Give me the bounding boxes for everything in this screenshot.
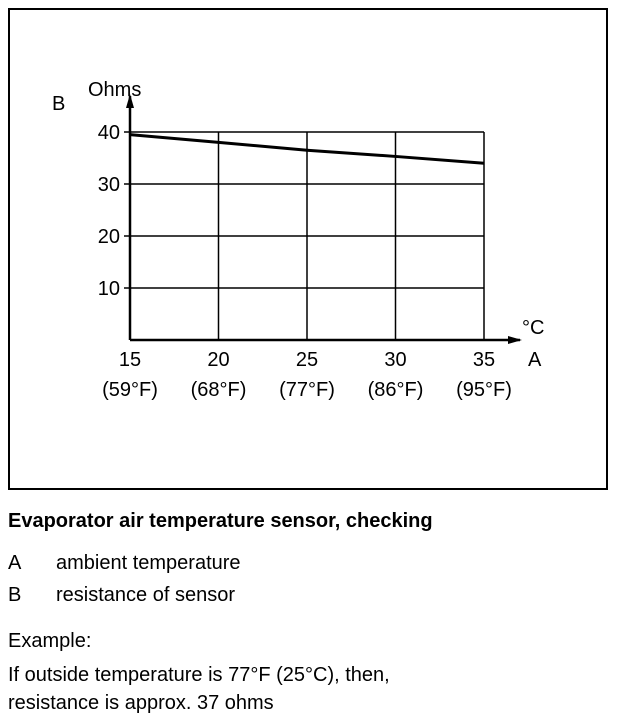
x-tick-label: 30 (384, 349, 406, 371)
y-tick-label: 40 (98, 122, 120, 144)
y-axis-unit: Ohms (88, 79, 141, 101)
resistance-chart: 10 20 30 40 15 (59°F) 20 (68°F) 25 (77°F) 30 (86°F)… (52, 79, 544, 401)
x-tick-label-fahrenheit: (59°F) (102, 379, 158, 401)
figure-caption: Evaporator air temperature sensor, check… (8, 510, 433, 532)
chart-frame: 10 20 30 40 15 (59°F) 20 (68°F) 25 (77°F) 30 (86°F)… (8, 8, 608, 490)
y-tick-label: 20 (98, 226, 120, 248)
x-tick-label: 20 (207, 349, 229, 371)
example-line-1: If outside temperature is 77°F (25°C), t… (8, 664, 390, 686)
y-tick-label: 30 (98, 174, 120, 196)
y-tick-label: 10 (98, 278, 120, 300)
x-axis-label: A (528, 349, 542, 371)
x-tick-label: 25 (296, 349, 318, 371)
example-line-2: resistance is approx. 37 ohms (8, 692, 274, 714)
legend-key: B (8, 584, 22, 606)
x-tick-label-fahrenheit: (86°F) (368, 379, 424, 401)
x-tick-label-fahrenheit: (68°F) (191, 379, 247, 401)
y-axis-arrow (126, 94, 134, 108)
legend-text: resistance of sensor (56, 584, 235, 606)
legend-text: ambient temperature (56, 552, 241, 574)
x-axis-arrow (508, 336, 522, 344)
x-tick-label-fahrenheit: (77°F) (279, 379, 335, 401)
y-axis-label: B (52, 93, 65, 115)
example-label: Example: (8, 630, 92, 652)
series-line (129, 133, 485, 165)
x-tick-label: 35 (473, 349, 495, 371)
x-axis-unit: °C (522, 317, 544, 339)
x-tick-label-fahrenheit: (95°F) (456, 379, 512, 401)
x-tick-label: 15 (119, 349, 141, 371)
legend-key: A (8, 552, 22, 574)
